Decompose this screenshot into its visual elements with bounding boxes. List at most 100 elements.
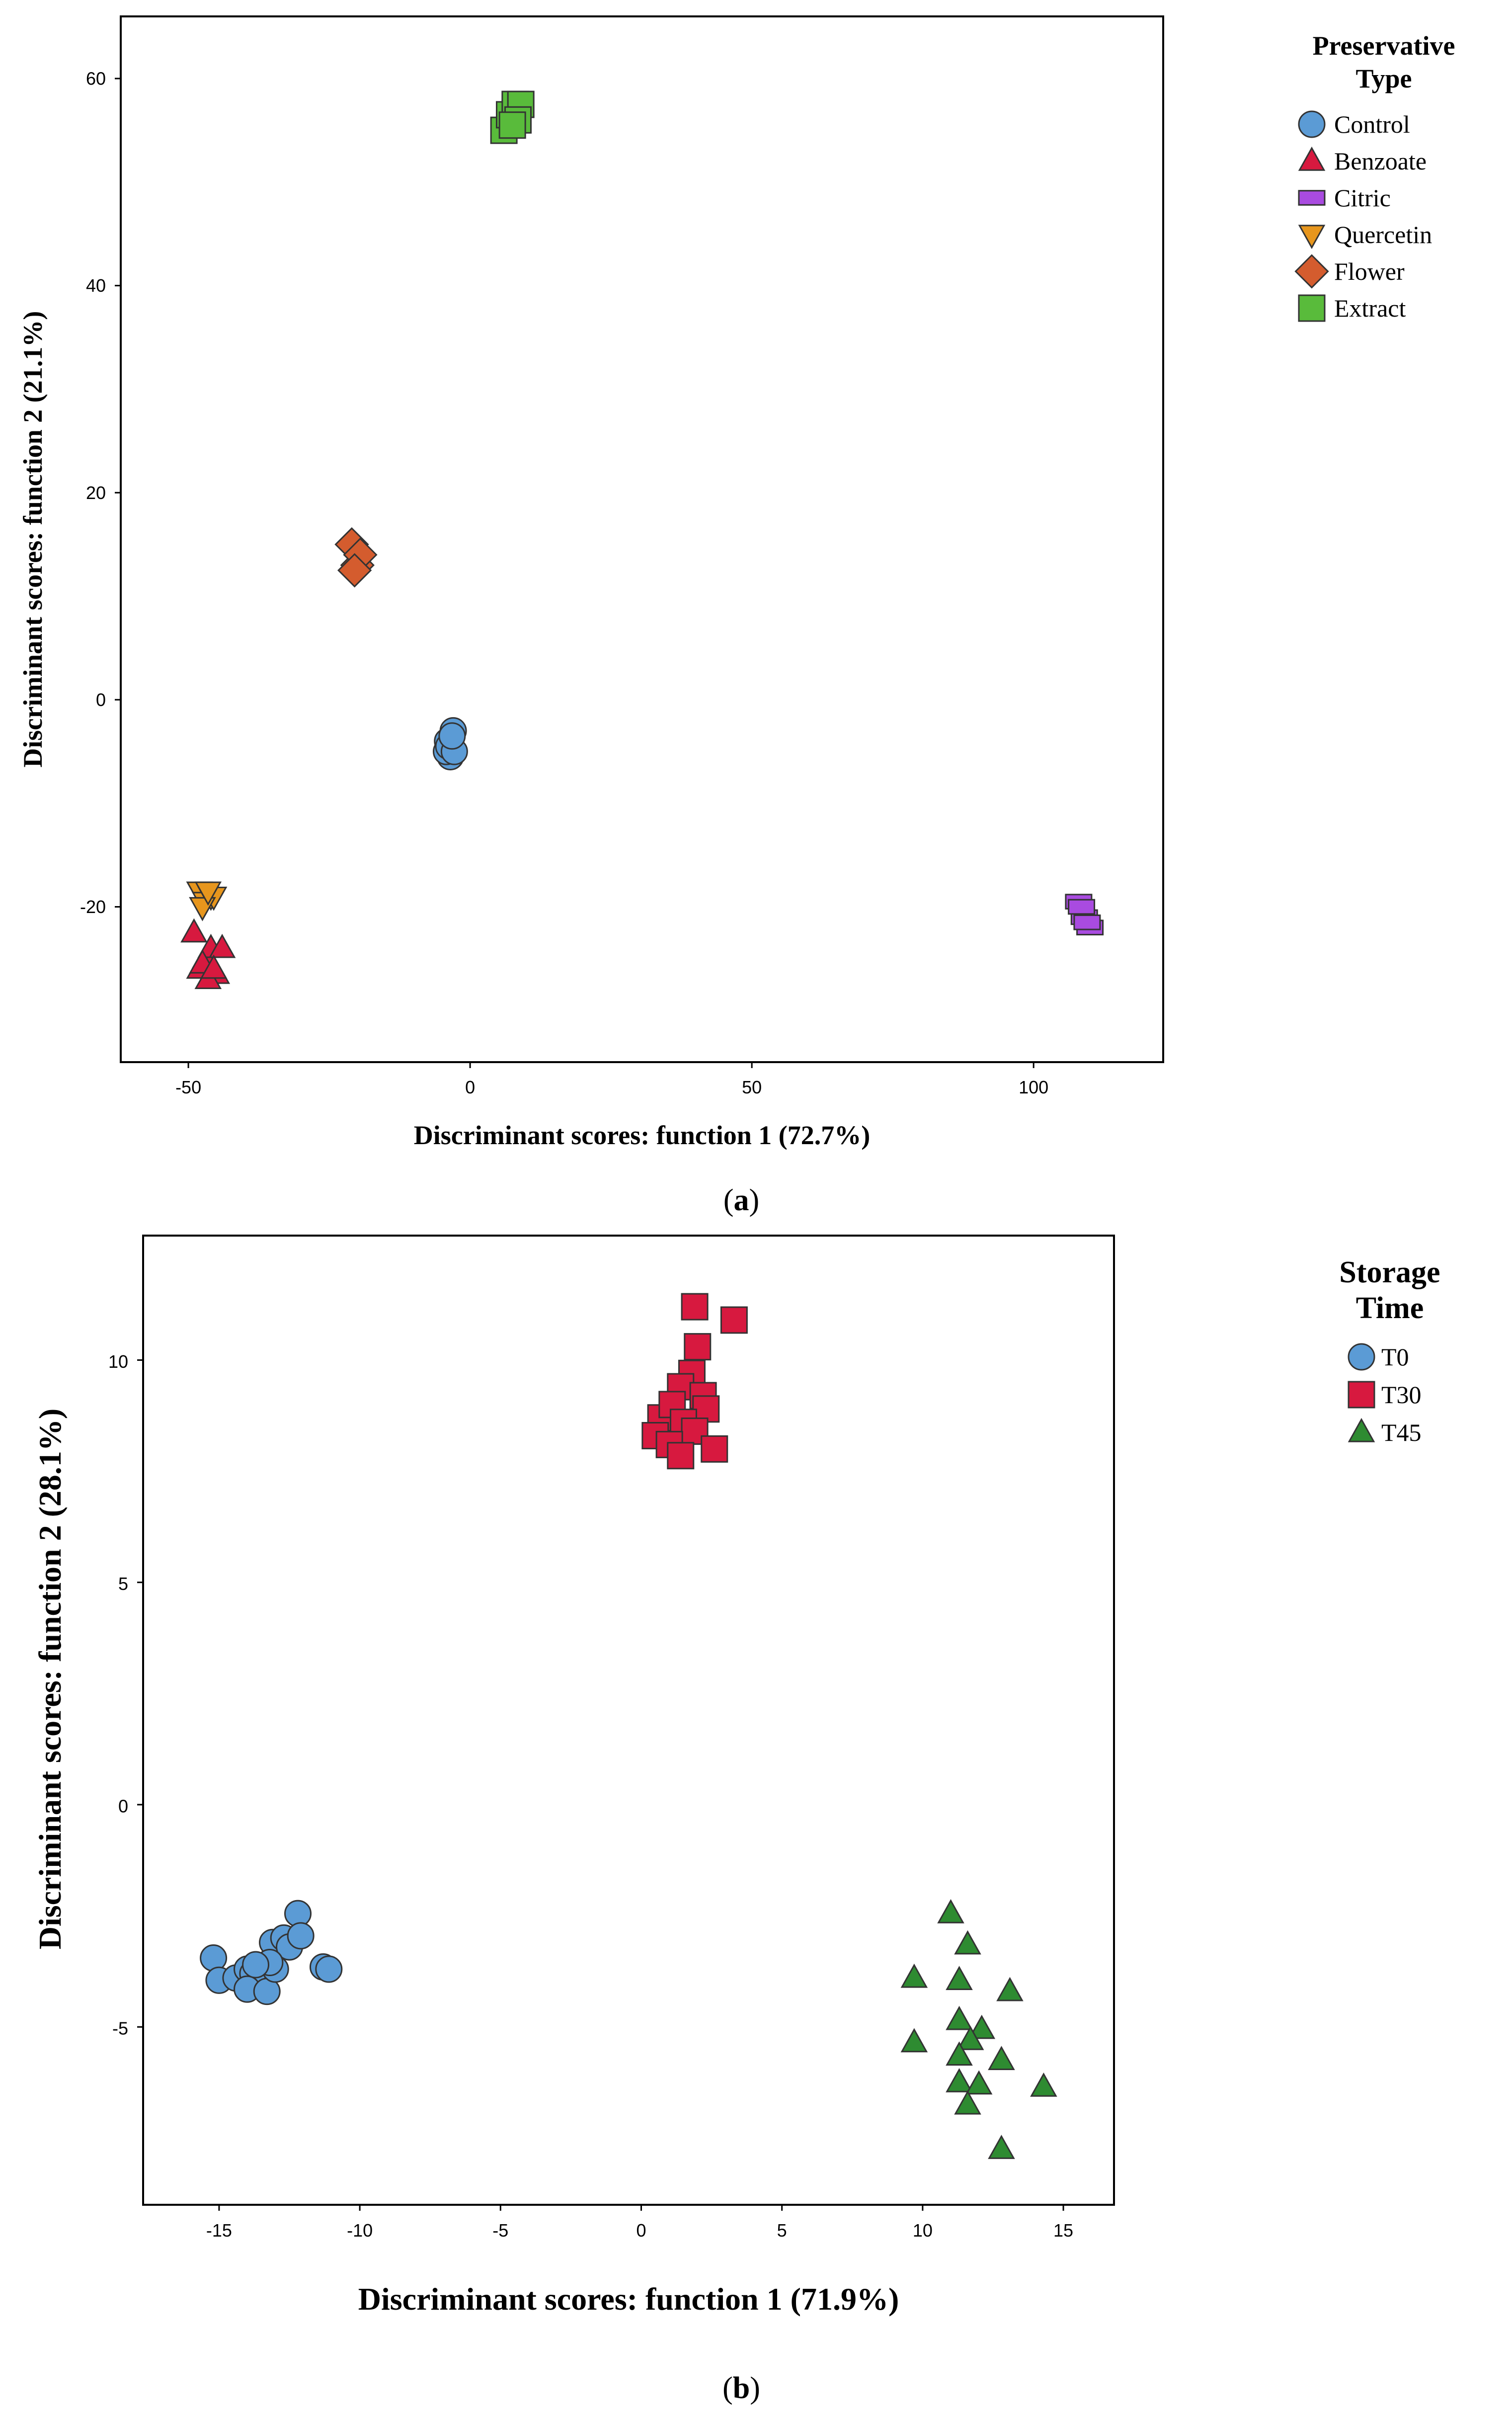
y-tick-label: 5 [118,1574,128,1594]
point-t0 [242,1951,270,1979]
point-t30 [667,1442,695,1470]
point-t45 [946,2041,973,2066]
y-tick-label: 0 [118,1796,128,1816]
x-tick-label: -50 [175,1077,201,1097]
point-t45 [937,1899,964,1923]
x-tick-label: 15 [1053,2220,1073,2241]
panel-b: -15 -10 -5 0 5 10 15 -5 0 5 10 Discriminant scores… [32,1235,1440,2405]
point-t45 [988,2046,1015,2070]
point-citric [1073,914,1101,930]
y-tick-label: -20 [80,897,106,917]
legend-marker-t30 [1348,1381,1375,1409]
legend-label-t45: T45 [1381,1418,1422,1446]
legend-marker-quercetin [1298,225,1326,250]
y-tick-label: 0 [96,689,106,710]
legend-marker-t0 [1348,1343,1375,1371]
point-benzoate [180,918,208,943]
legend-marker-benzoate [1298,146,1326,171]
legend-label-t30: T30 [1381,1381,1422,1409]
x-tick-label: 50 [742,1077,762,1097]
point-benzoate [208,933,236,958]
x-axis-title-b: Discriminant scores: function 1 (71.9%) [358,2281,899,2317]
legend-title-a-line1: Preservative [1313,31,1455,61]
y-tick-label: -5 [112,2018,128,2039]
x-axis-title-a: Discriminant scores: function 1 (72.7%) [414,1120,870,1150]
legend-marker-t45 [1348,1417,1375,1442]
legend-title-b-line2: Time [1356,1291,1424,1325]
series-flower [334,527,378,588]
panel-label-b-letter: b [733,2371,750,2405]
series-t30 [641,1293,748,1470]
legend-label-t0: T0 [1381,1343,1409,1371]
series-extract [490,90,535,144]
ticks-a: -50 0 50 100 -20 0 20 40 60 [80,69,1048,1097]
point-t45 [996,1977,1024,2001]
point-quercetin [194,881,222,906]
point-t30 [684,1333,712,1361]
legend-marker-extract [1298,294,1326,322]
legend-label-citric: Citric [1334,184,1391,212]
panel-label-b: (b) [722,2371,760,2405]
point-t45 [946,1966,973,1990]
points-a [180,90,1104,990]
plot-area-b [142,1235,1115,2206]
legend-label-extract: Extract [1334,294,1406,322]
x-tick-label: -15 [206,2220,232,2241]
point-t0 [287,1922,315,1950]
legend-items-a: Control Benzoate Citric Quercetin Flower Extr… [1294,110,1432,322]
series-control [432,717,468,770]
legend-b: Storage Time T0 T30 T45 [1339,1255,1440,1446]
legend-label-flower: Flower [1334,257,1405,285]
series-t0 [200,1900,343,2005]
ticks-b: -15 -10 -5 0 5 10 15 -5 0 5 10 [108,1351,1073,2241]
y-tick-label: 40 [86,275,106,296]
x-tick-label: -10 [347,2220,373,2241]
point-t0 [315,1955,343,1983]
legend-label-quercetin: Quercetin [1334,221,1432,249]
point-citric [1068,899,1096,915]
point-t30 [720,1306,748,1334]
legend-title-b-line1: Storage [1339,1255,1440,1289]
point-t45 [956,2025,984,2050]
point-t45 [988,2135,1015,2159]
series-citric [1065,894,1104,935]
point-t45 [946,2005,973,2030]
point-t30 [681,1293,709,1321]
panel-a: -50 0 50 100 -20 0 20 40 60 Discriminant scores:… [18,15,1455,1217]
point-control [438,722,466,750]
point-t45 [968,2014,996,2039]
series-benzoate [180,918,236,990]
legend-label-benzoate: Benzoate [1334,147,1427,175]
y-axis-title-b: Discriminant scores: function 2 (28.1%) [32,1409,68,1950]
series-t45 [900,1899,1057,2159]
point-t45 [1030,2072,1057,2097]
point-extract [498,111,526,139]
y-tick-label: 20 [86,483,106,503]
x-tick-label: 0 [636,2220,646,2241]
y-tick-label: 60 [86,69,106,89]
x-tick-label: -5 [492,2220,508,2241]
x-tick-label: 5 [777,2220,787,2241]
point-flower [337,553,372,588]
legend-a: Preservative Type Control Benzoate Citric Q… [1294,31,1455,322]
x-tick-label: 0 [465,1077,475,1097]
legend-marker-control [1298,110,1326,138]
x-tick-label: 10 [913,2220,933,2241]
legend-items-b: T0 T30 T45 [1348,1343,1422,1446]
x-tick-label: 100 [1019,1077,1048,1097]
point-t45 [954,2090,981,2115]
points-b [200,1293,1057,2159]
legend-title-a-line2: Type [1355,64,1412,93]
point-t45 [900,1963,928,1988]
plot-area-a [120,15,1164,1063]
point-t45 [900,2028,928,2053]
legend-label-control: Control [1334,110,1410,138]
y-axis-title-a: Discriminant scores: function 2 (21.1%) [18,311,48,767]
panel-label-a: (a) [723,1183,759,1217]
point-t45 [954,1930,981,1955]
point-t30 [701,1435,728,1463]
y-tick-label: 10 [108,1351,128,1372]
series-quercetin [186,881,228,921]
point-t45 [965,2070,993,2095]
